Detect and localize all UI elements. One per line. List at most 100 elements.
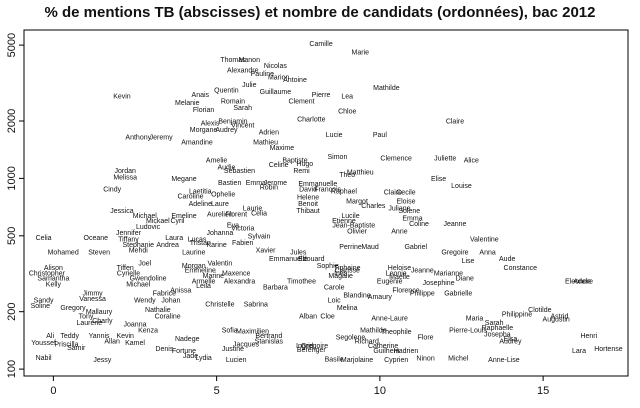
point-label: Denis	[155, 346, 173, 353]
point-label: Benoit	[298, 201, 318, 208]
point-label: Sylvain	[248, 233, 271, 240]
point-label: Matthieu	[347, 170, 374, 177]
point-label: Mehdi	[129, 248, 149, 255]
point-label: Jacques	[233, 342, 260, 349]
point-label: Claire	[384, 189, 402, 196]
point-label: Maxime	[270, 145, 295, 152]
point-label: Cyprien	[384, 357, 408, 364]
point-label: Theophile	[381, 329, 412, 336]
point-label: Nabil	[36, 355, 52, 362]
point-label: Kenza	[138, 328, 158, 335]
point-label: Flore	[418, 335, 434, 342]
point-label: Laetitia	[189, 188, 212, 195]
point-label: Emmanuelle	[269, 256, 308, 263]
point-label: Emeline	[171, 213, 196, 220]
point-label: Vincent	[231, 123, 254, 130]
point-label: Theo	[339, 172, 355, 179]
point-label: Yannis	[89, 333, 110, 340]
point-label: Johan	[161, 298, 180, 305]
chart-title: % de mentions TB (abscisses) et nombre d…	[44, 4, 596, 21]
point-label: Lise	[462, 258, 475, 265]
point-label: Mohamed	[48, 250, 79, 257]
point-label: Claire	[446, 118, 464, 125]
point-label: Aude	[499, 256, 515, 263]
point-label: Charlotte	[297, 116, 326, 123]
point-label: Ingrid	[296, 343, 314, 350]
point-label: Emmanuelle	[298, 181, 337, 188]
point-label: Gabriel	[404, 244, 427, 251]
point-label: Alice	[464, 157, 479, 164]
point-label: Samir	[67, 345, 86, 352]
point-label: Anthony	[125, 134, 151, 141]
point-label: Anna	[479, 250, 495, 257]
point-label: Melanie	[175, 100, 200, 107]
point-label: Carole	[324, 284, 345, 291]
point-label: Mickael	[146, 218, 170, 225]
point-label: Sebastien	[224, 168, 255, 175]
point-label: Fabien	[232, 240, 254, 247]
point-label: Clotilde	[528, 307, 551, 314]
point-label: Mallaury	[86, 309, 113, 316]
point-label: Juliane	[388, 205, 410, 212]
point-label: Amelie	[206, 157, 228, 164]
point-label: Christopher	[29, 270, 66, 277]
point-label: Ludovic	[136, 224, 161, 231]
point-label: Kevin	[116, 333, 134, 340]
point-label: Cyril	[170, 218, 184, 225]
point-label: Loic	[328, 298, 341, 305]
point-label: Priscilla	[54, 342, 78, 349]
x-tick-label: 10	[374, 385, 386, 397]
point-label: Oceane	[84, 235, 109, 242]
y-tick-label: 100	[6, 360, 18, 378]
point-label: Kevin	[113, 94, 131, 101]
point-label: Heloise	[388, 265, 411, 272]
point-label: Simon	[328, 154, 348, 161]
plot-frame	[23, 29, 629, 377]
point-label: Camille	[309, 41, 332, 48]
y-axis: 100 200 500 1000 2000 5000	[6, 33, 24, 378]
point-label: Wendy	[134, 298, 156, 305]
point-label: Maria	[466, 316, 484, 323]
point-label: Anais	[192, 92, 210, 99]
point-label: Cindy	[103, 186, 121, 193]
point-label: Julie	[242, 82, 257, 89]
point-label: Remi	[293, 168, 310, 175]
point-label: Jennifer	[116, 230, 142, 237]
point-label: Romain	[221, 98, 245, 105]
point-label: Eugenie	[377, 278, 403, 285]
point-label: Andrea	[156, 242, 179, 249]
point-label: Joel	[138, 261, 151, 268]
point-label: Robin	[260, 185, 278, 192]
point-label: Jerome	[264, 180, 287, 187]
point-label: Michael	[133, 213, 158, 220]
point-label: Marianne	[434, 270, 463, 277]
point-label: Olivier	[347, 228, 368, 235]
point-label: Teddy	[60, 333, 79, 340]
point-label: Emma	[246, 180, 266, 187]
point-label: Florian	[193, 107, 215, 114]
point-label: Amandine	[181, 140, 213, 147]
point-label: Juliette	[434, 155, 456, 162]
point-label: Gregory	[60, 305, 86, 312]
point-label: Laurie	[243, 205, 263, 212]
x-tick-label: 5	[214, 385, 220, 397]
point-label: Xavier	[256, 248, 277, 255]
point-label: Henri	[580, 333, 597, 340]
point-label: Justine	[222, 346, 244, 353]
point-label: Antoine	[283, 77, 307, 84]
point-label: Stephanie	[123, 242, 155, 249]
point-label: Coraline	[155, 313, 181, 320]
point-label: Fabrice	[153, 291, 176, 298]
point-label: Kamel	[125, 340, 145, 347]
point-label: Alexis	[201, 121, 220, 128]
point-label: Eva	[227, 222, 239, 229]
point-label: Francois	[314, 186, 341, 193]
point-label: Richard	[355, 339, 379, 346]
point-label: Gregoire	[441, 250, 468, 257]
point-label: Bastien	[218, 180, 241, 187]
point-label: Lucile	[341, 213, 359, 220]
point-label: Adele	[573, 278, 591, 285]
point-label: Caroline	[177, 193, 203, 200]
point-label: Johanna	[206, 230, 233, 237]
